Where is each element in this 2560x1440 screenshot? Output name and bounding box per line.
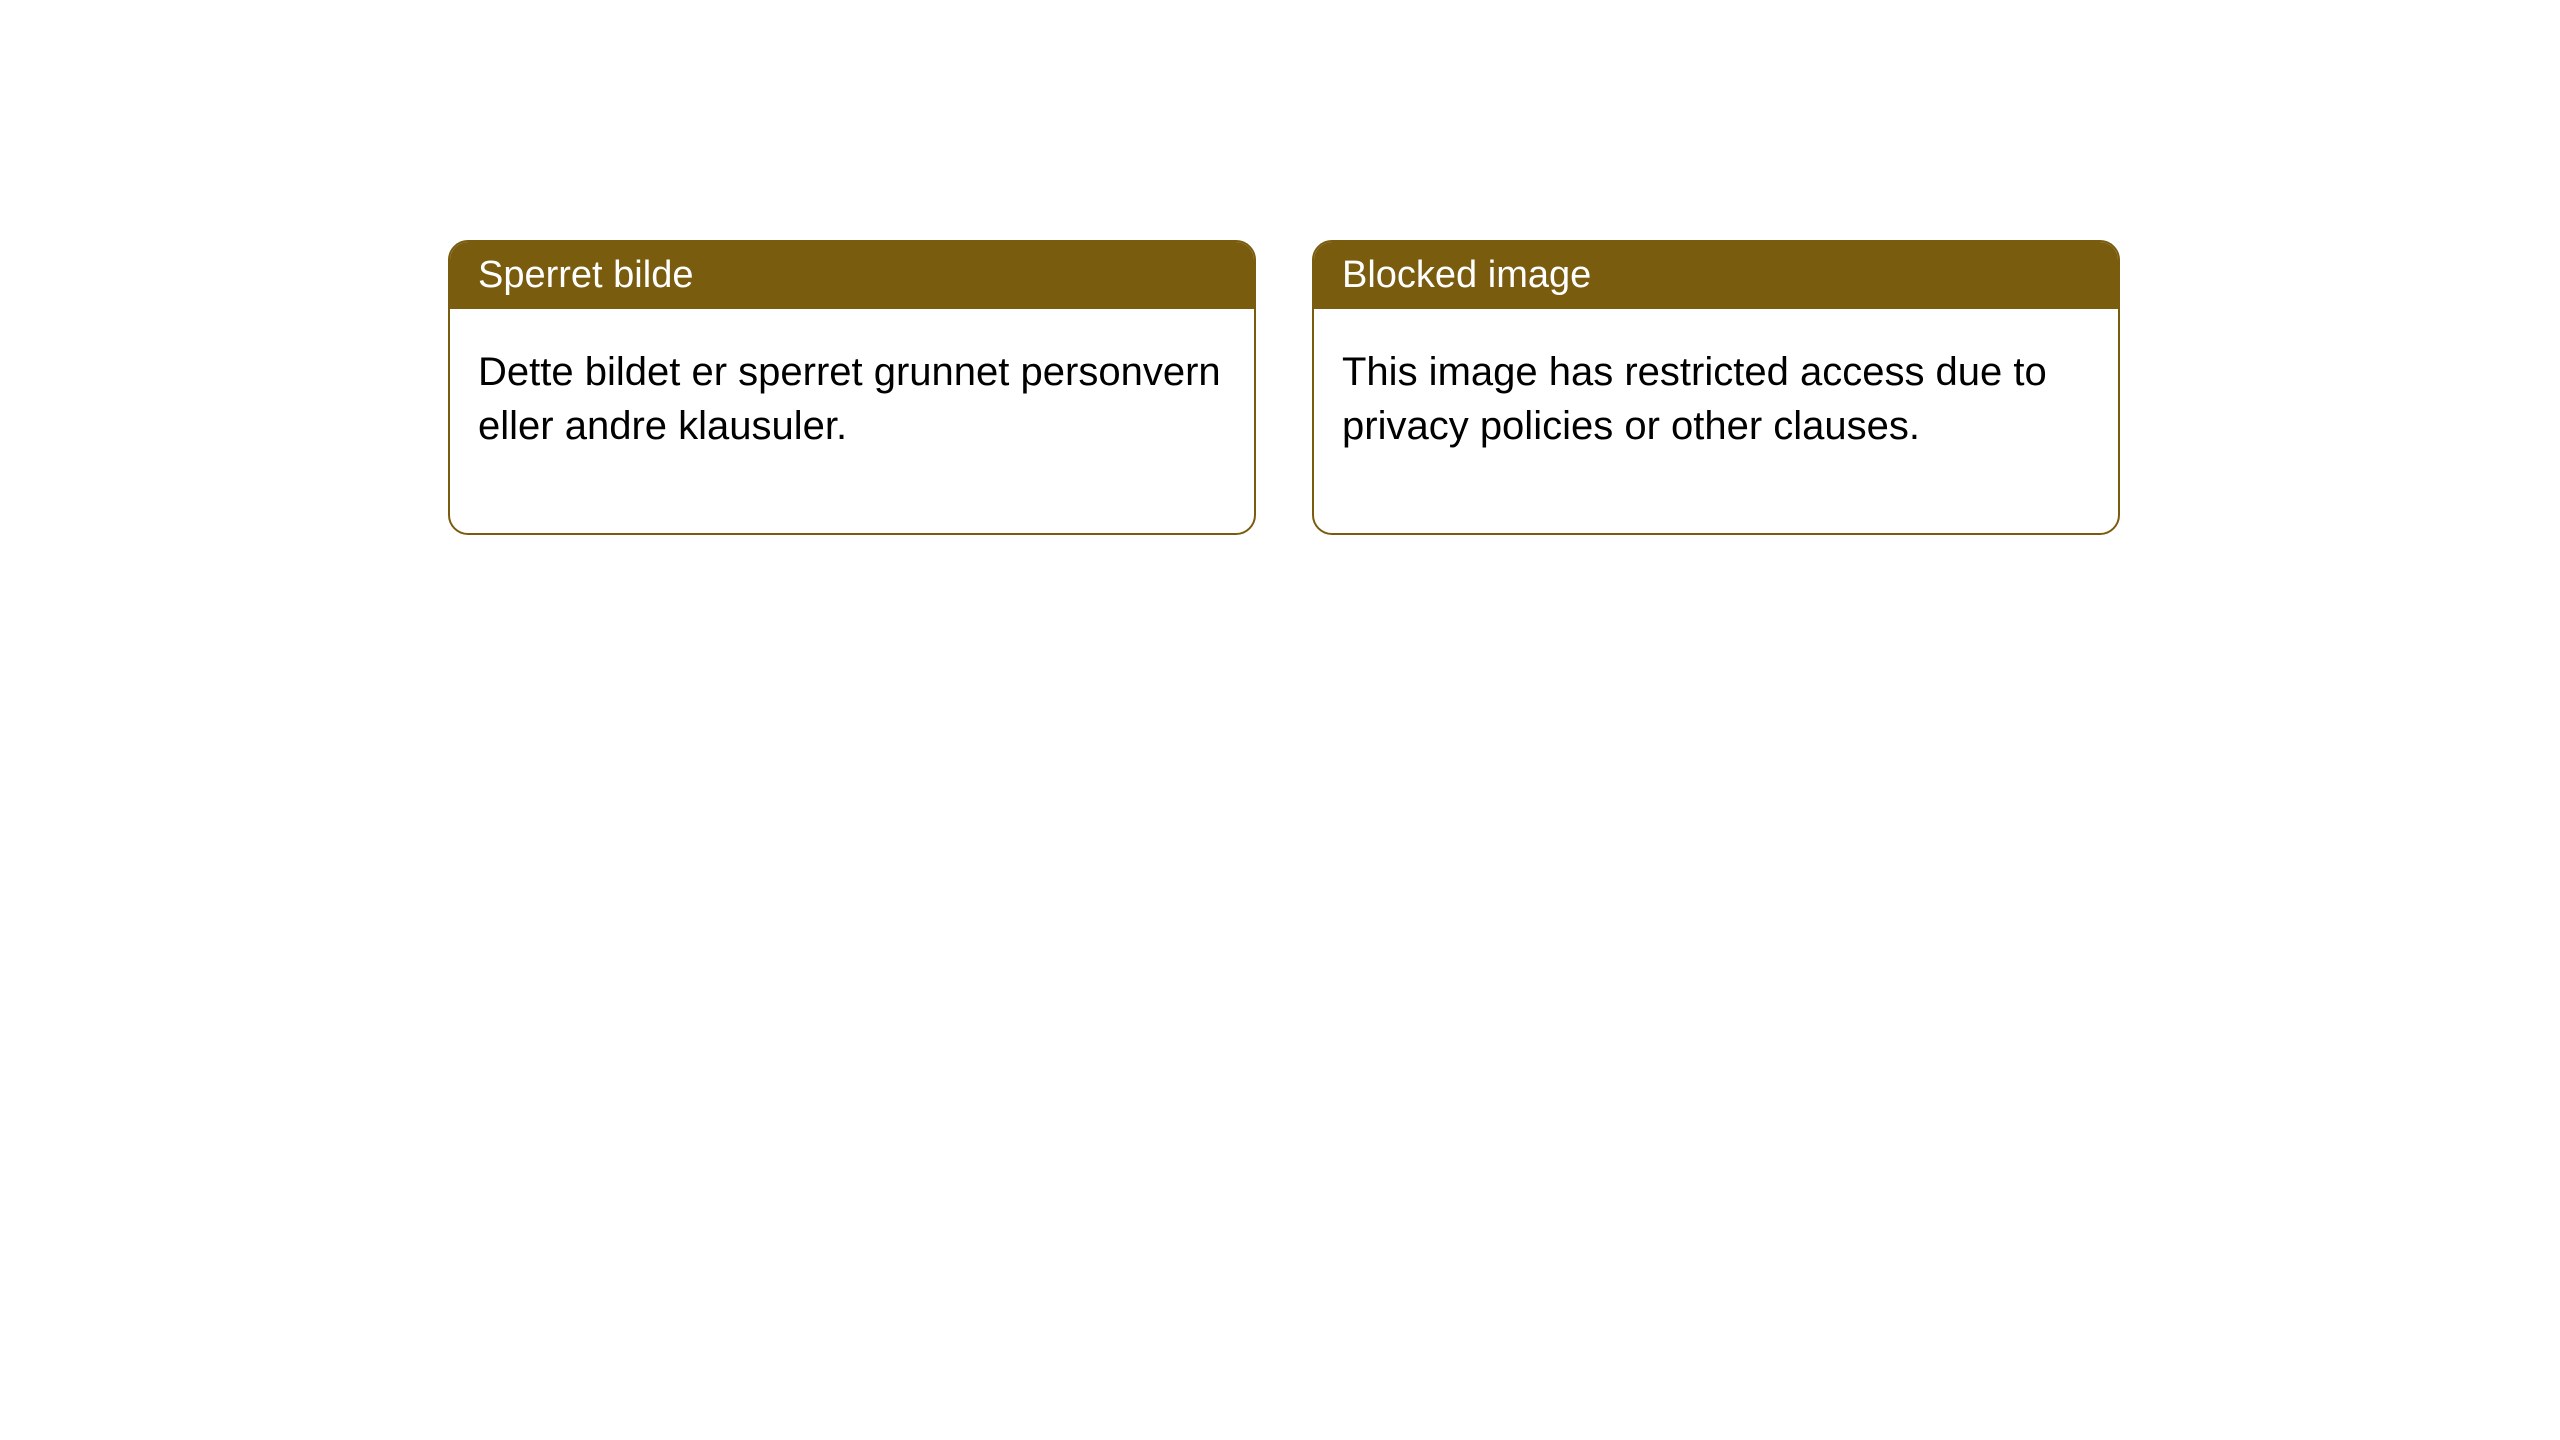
notice-title: Blocked image (1342, 254, 1591, 296)
notice-body-text: This image has restricted access due to … (1342, 350, 2047, 448)
notice-container: Sperret bilde Dette bildet er sperret gr… (448, 240, 2120, 535)
notice-body: Dette bildet er sperret grunnet personve… (450, 309, 1254, 533)
notice-body-text: Dette bildet er sperret grunnet personve… (478, 350, 1221, 448)
notice-header: Blocked image (1314, 242, 2118, 309)
notice-body: This image has restricted access due to … (1314, 309, 2118, 533)
notice-header: Sperret bilde (450, 242, 1254, 309)
notice-title: Sperret bilde (478, 254, 693, 296)
notice-card-norwegian: Sperret bilde Dette bildet er sperret gr… (448, 240, 1256, 535)
notice-card-english: Blocked image This image has restricted … (1312, 240, 2120, 535)
